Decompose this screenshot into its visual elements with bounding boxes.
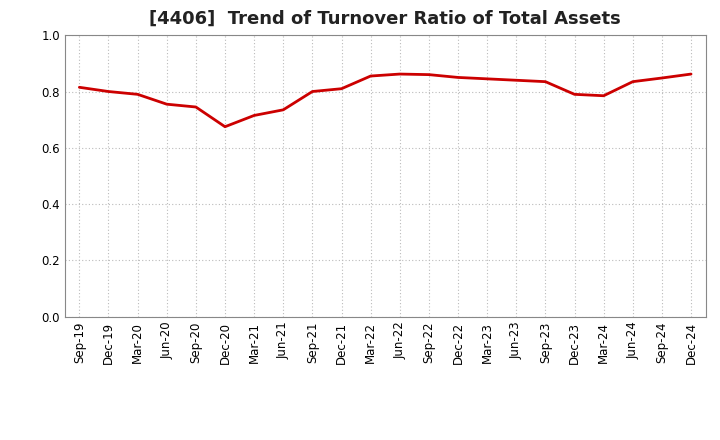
Title: [4406]  Trend of Turnover Ratio of Total Assets: [4406] Trend of Turnover Ratio of Total … xyxy=(149,10,621,28)
